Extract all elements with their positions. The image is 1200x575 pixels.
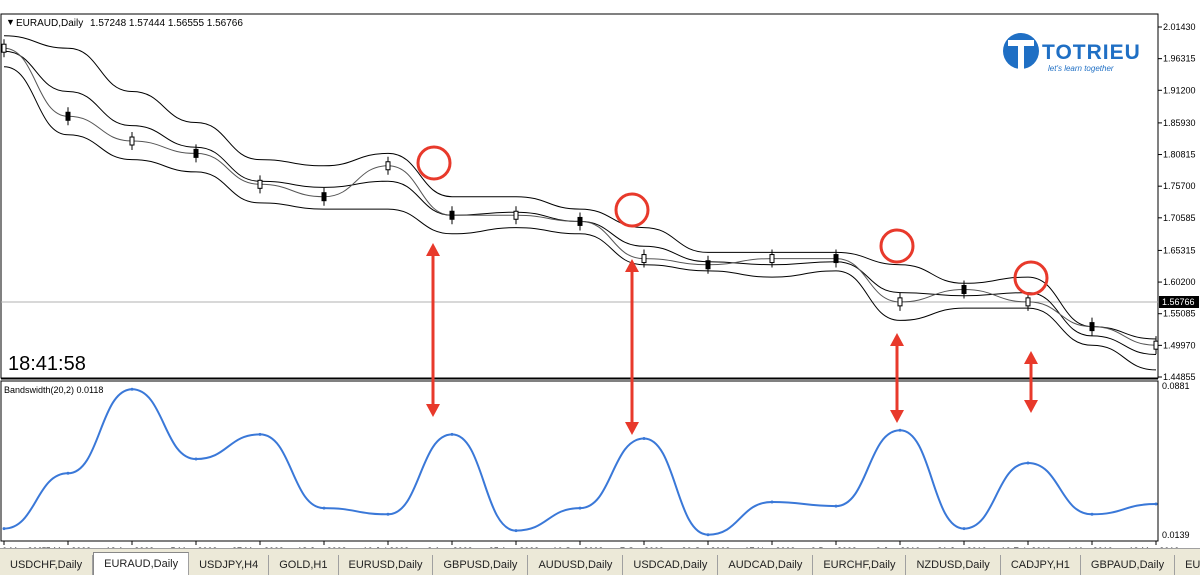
- bandwidth-point: [578, 506, 582, 510]
- tab-eurchf-daily[interactable]: EURCHF,Daily: [813, 555, 907, 575]
- tab-audcad-daily[interactable]: AUDCAD,Daily: [718, 555, 814, 575]
- bandwidth-series: [2, 387, 1158, 537]
- price-point: [897, 297, 903, 307]
- price-tick-label: 1.60200: [1163, 277, 1196, 287]
- price-tick-label: 2.01430: [1163, 22, 1196, 32]
- bandwidth-point: [1090, 512, 1094, 516]
- bandwidth-point: [386, 512, 390, 516]
- bandwidth-point: [834, 504, 838, 508]
- price-point: [641, 254, 647, 264]
- bandwidth-point: [450, 432, 454, 436]
- price-tick-label: 1.80815: [1163, 150, 1196, 160]
- double-arrow-icon: [890, 333, 904, 423]
- bandwidth-point: [66, 471, 70, 475]
- logo-t-icon: [1008, 40, 1034, 69]
- totrieu-logo: TOTRIEU let's learn together: [1003, 33, 1141, 73]
- bandwidth-point: [1154, 502, 1158, 506]
- bandwidth-point: [514, 529, 518, 533]
- price-tick-label: 1.85930: [1163, 118, 1196, 128]
- tab-gbpaud-daily[interactable]: GBPAUD,Daily: [1080, 555, 1176, 575]
- price-point: [193, 148, 199, 158]
- bandwidth-point: [898, 428, 902, 432]
- price-point: [577, 216, 583, 226]
- indicator-tick-max: 0.0881: [1162, 381, 1190, 391]
- indicator-tick-min: 0.0139: [1162, 530, 1190, 540]
- price-point: [513, 210, 519, 220]
- price-point: [257, 179, 263, 189]
- bandwidth-point: [706, 533, 710, 537]
- bandwidth-point: [1026, 461, 1030, 465]
- price-point: [1153, 340, 1159, 350]
- double-arrow-icon: [426, 243, 440, 417]
- bandwidth-point: [322, 506, 326, 510]
- price-point: [449, 210, 455, 220]
- double-arrow-icon: [625, 259, 639, 435]
- double-arrow-icon: [1024, 351, 1038, 413]
- price-tick-label: 1.65315: [1163, 245, 1196, 255]
- price-point: [769, 254, 775, 264]
- price-point: [833, 254, 839, 264]
- current-price-box: 1.56766: [1159, 296, 1199, 308]
- price-tick-label: 1.91200: [1163, 85, 1196, 95]
- price-series: [1, 39, 1159, 355]
- price-tick-label: 1.55085: [1163, 309, 1196, 319]
- bandwidth-point: [258, 432, 262, 436]
- price-point: [961, 284, 967, 294]
- ohlc-values: 1.57248 1.57444 1.56555 1.56766: [90, 18, 243, 29]
- clock-readout: 18:41:58: [8, 353, 86, 375]
- highlight-circle: [879, 228, 915, 264]
- bandwidth-point: [642, 436, 646, 440]
- tab-usdchf-daily[interactable]: USDCHF,Daily: [0, 555, 94, 575]
- price-point: [1089, 322, 1095, 332]
- tab-audusd-daily[interactable]: AUDUSD,Daily: [528, 555, 624, 575]
- bandwidth-point: [194, 457, 198, 461]
- price-point: [385, 161, 391, 171]
- symbol-label: EURAUD,Daily: [16, 18, 83, 29]
- lower-band-line: [3, 66, 1157, 371]
- tab-euraud-daily[interactable]: EURAUD,Daily: [1175, 555, 1200, 575]
- price-point: [705, 260, 711, 270]
- symbol-tabs: USDCHF,Daily EURAUD,Daily USDJPY,H4 GOLD,H1…: [0, 548, 1200, 575]
- bandwidth-point: [130, 387, 134, 391]
- price-tick-label: 1.96315: [1163, 54, 1196, 64]
- price-point: [321, 192, 327, 202]
- indicator-panel-frame: [0, 380, 1159, 542]
- highlight-circle: [614, 192, 650, 228]
- bandwidth-point: [962, 527, 966, 531]
- tab-cadjpy-h1[interactable]: CADJPY,H1: [1000, 555, 1081, 575]
- price-point: [65, 111, 71, 121]
- tab-euraud-daily[interactable]: EURAUD,Daily: [93, 552, 190, 575]
- tab-gbpusd-daily[interactable]: GBPUSD,Daily: [433, 555, 529, 575]
- highlight-circle: [1013, 260, 1049, 296]
- lower-bollinger-band: [3, 66, 1157, 371]
- current-price-label: 1.56766: [1162, 297, 1195, 307]
- logo-name: TOTRIEU: [1042, 41, 1141, 64]
- price-tick-label: 1.49970: [1163, 340, 1196, 350]
- tab-nzdusd-daily[interactable]: NZDUSD,Daily: [906, 555, 1001, 575]
- price-point: [1, 43, 7, 53]
- tab-eurusd-daily[interactable]: EURUSD,Daily: [338, 555, 434, 575]
- bandwidth-point: [2, 527, 6, 531]
- price-tick-label: 1.44855: [1163, 372, 1196, 382]
- price-axis: 2.01430 1.96315 1.91200 1.85930 1.80815 1.757…: [1158, 22, 1196, 382]
- highlight-circle: [416, 145, 452, 181]
- annotations: [416, 145, 1049, 435]
- price-point: [1025, 297, 1031, 307]
- tab-gold-h1[interactable]: GOLD,H1: [269, 555, 339, 575]
- tab-usdjpy-h4[interactable]: USDJPY,H4: [189, 555, 270, 575]
- tab-usdcad-daily[interactable]: USDCAD,Daily: [623, 555, 719, 575]
- bandwidth-point: [770, 500, 774, 504]
- logo-tagline: let's learn together: [1048, 64, 1114, 73]
- price-tick-label: 1.75700: [1163, 181, 1196, 191]
- menu-triangle-icon[interactable]: ▼: [6, 17, 15, 27]
- price-tick-label: 1.70585: [1163, 213, 1196, 223]
- indicator-label: Bandswidth(20,2) 0.0118: [4, 385, 103, 395]
- price-point: [129, 136, 135, 146]
- price-panel-frame: [0, 13, 1159, 379]
